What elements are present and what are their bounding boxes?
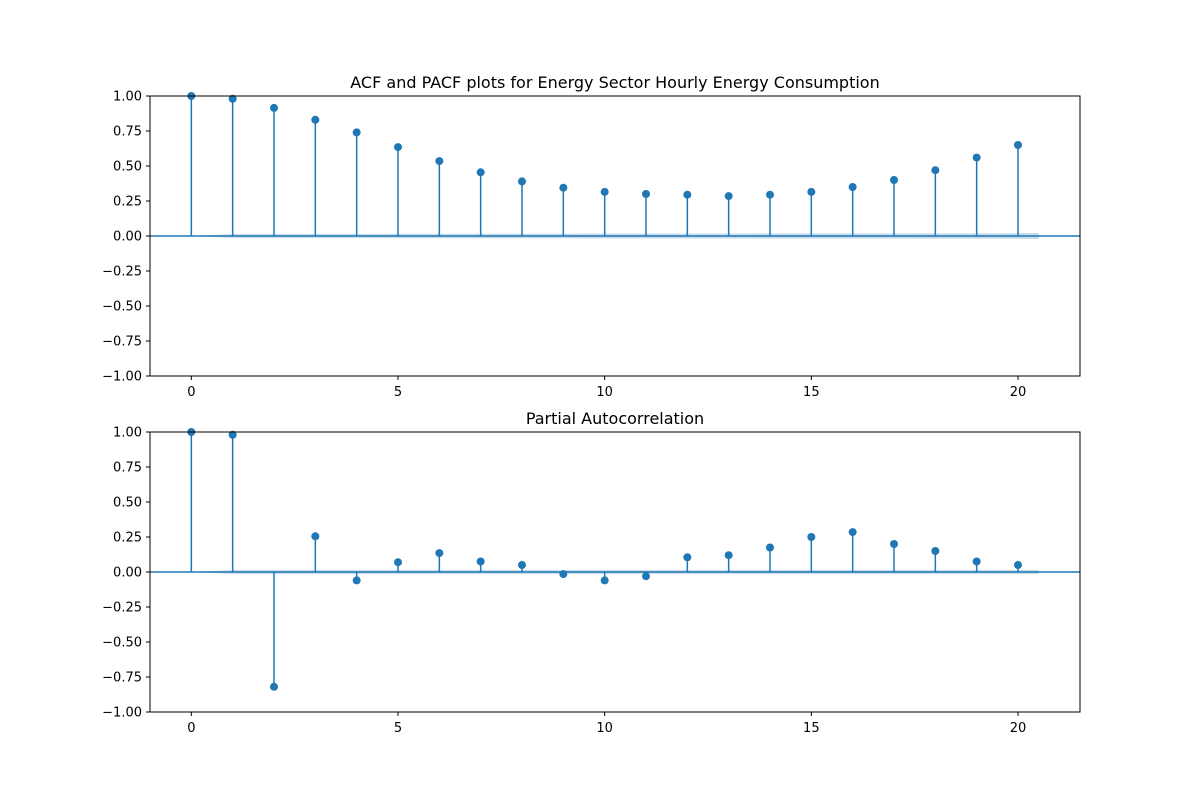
acf-ytick-label-2: 0.50 (113, 160, 142, 175)
pacf-marker-lag-19 (972, 557, 981, 566)
pacf-ytick-label-0: 1.00 (113, 426, 142, 441)
pacf-marker-lag-15 (807, 533, 816, 541)
acf-chart-title: ACF and PACF plots for Energy Sector Hou… (350, 73, 879, 92)
pacf-marker-lag-6 (435, 549, 444, 558)
acf-marker-lag-17 (890, 176, 898, 184)
pacf-ytick-label-6: −0.50 (102, 636, 142, 651)
acf-ytick-label-1: 0.75 (113, 125, 142, 140)
acf-ytick-label-3: 0.25 (113, 195, 142, 210)
pacf-marker-lag-13 (724, 551, 733, 560)
pacf-xtick-label-20: 20 (1010, 721, 1027, 736)
pacf-stems (150, 428, 1080, 691)
pacf-marker-lag-14 (766, 543, 774, 552)
acf-marker-lag-15 (807, 187, 816, 196)
acf-marker-lag-13 (724, 192, 733, 201)
acf-marker-lag-2 (270, 103, 278, 112)
pacf-ytick-label-4: 0.00 (113, 566, 142, 581)
pacf-marker-lag-4 (352, 576, 361, 585)
pacf-marker-lag-2 (270, 682, 278, 691)
acf-marker-lag-3 (311, 115, 320, 124)
acf-marker-lag-18 (931, 166, 940, 175)
acf-marker-lag-8 (518, 177, 526, 186)
acf-panel: ACF and PACF plots for Energy Sector Hou… (102, 73, 1081, 401)
acf-xtick-label-20: 20 (1010, 385, 1027, 400)
pacf-ytick-label-8: −1.00 (102, 706, 142, 721)
acf-xtick-label-0: 0 (187, 385, 195, 400)
acf-ytick-label-0: 1.00 (113, 90, 142, 105)
acf-marker-lag-10 (600, 187, 609, 196)
pacf-ytick-label-2: 0.50 (113, 496, 142, 511)
pacf-axis-ticks: 0 5 10 15 20 1.00 0.75 0.50 0.25 0.00 −0.25 −0.50 −0… (102, 426, 1026, 737)
pacf-ytick-label-3: 0.25 (113, 531, 142, 546)
acf-ytick-label-5: −0.25 (102, 265, 142, 280)
acf-ytick-label-4: 0.00 (113, 230, 142, 245)
acf-marker-lag-1 (228, 94, 237, 103)
acf-xtick-label-15: 15 (803, 385, 820, 400)
pacf-marker-lag-12 (683, 553, 692, 562)
acf-ytick-label-8: −1.00 (102, 370, 142, 385)
pacf-marker-lag-8 (518, 561, 526, 569)
pacf-marker-lag-5 (394, 558, 402, 567)
pacf-xtick-label-5: 5 (394, 721, 402, 736)
pacf-marker-lag-7 (476, 557, 485, 566)
pacf-plot-frame (149, 431, 1081, 713)
pacf-marker-lag-1 (228, 430, 237, 439)
pacf-marker-lag-18 (931, 547, 940, 555)
acf-marker-lag-11 (642, 190, 650, 198)
acf-plot-frame (149, 95, 1081, 377)
pacf-xtick-label-15: 15 (803, 721, 820, 736)
pacf-marker-lag-10 (600, 576, 609, 585)
pacf-marker-lag-3 (311, 532, 320, 541)
acf-marker-lag-12 (683, 190, 692, 199)
acf-marker-lag-9 (559, 183, 568, 192)
pacf-marker-lag-17 (890, 540, 898, 548)
acf-xtick-label-10: 10 (596, 385, 613, 400)
acf-axis-ticks: 0 5 10 15 20 1.00 0.75 0.50 0.25 0.00 −0.25 −0.50 −0… (102, 90, 1026, 401)
pacf-panel: Partial Autocorrelation 0 5 10 15 20 1.00 0.75… (102, 409, 1081, 737)
acf-marker-lag-16 (848, 183, 857, 191)
pacf-xtick-label-0: 0 (187, 721, 195, 736)
acf-marker-lag-5 (394, 143, 402, 152)
pacf-marker-lag-9 (559, 570, 568, 579)
acf-stems (150, 92, 1080, 237)
acf-ytick-label-7: −0.75 (102, 335, 142, 350)
acf-xtick-label-5: 5 (394, 385, 402, 400)
acf-ytick-label-6: −0.50 (102, 300, 142, 315)
pacf-marker-lag-11 (642, 572, 650, 581)
acf-marker-lag-4 (352, 128, 361, 137)
acf-marker-lag-19 (972, 153, 981, 162)
pacf-ytick-label-5: −0.25 (102, 601, 142, 616)
acf-marker-lag-14 (766, 190, 774, 199)
pacf-marker-lag-20 (1014, 561, 1022, 569)
pacf-ytick-label-1: 0.75 (113, 461, 142, 476)
acf-marker-lag-6 (435, 157, 444, 166)
acf-marker-lag-20 (1014, 141, 1022, 149)
pacf-chart-title: Partial Autocorrelation (526, 409, 704, 428)
pacf-ytick-label-7: −0.75 (102, 671, 142, 686)
pacf-marker-lag-16 (848, 528, 857, 537)
acf-marker-lag-7 (476, 168, 485, 177)
pacf-xtick-label-10: 10 (596, 721, 613, 736)
